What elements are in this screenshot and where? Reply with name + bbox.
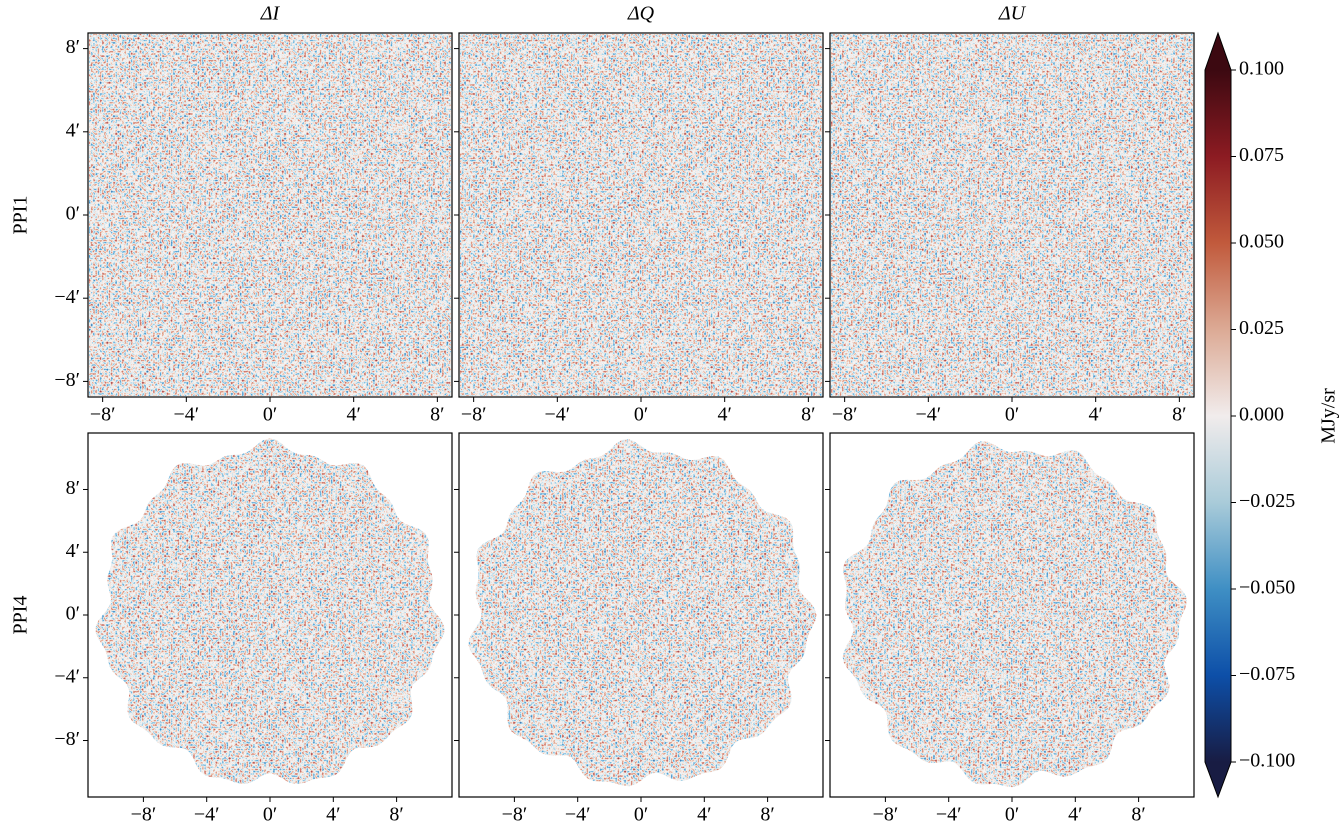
colorbar-tick-label: 0.075 [1239,144,1284,166]
colorbar-tick-label: −0.075 [1239,663,1295,685]
x-tick-label: 8′ [760,804,774,826]
x-tick-label: −4′ [915,404,941,426]
y-tick-label: −8′ [54,728,80,750]
y-tick-label: 4′ [66,540,80,562]
x-tick-label: 8′ [801,404,815,426]
x-tick-label: 0′ [634,804,648,826]
colorbar-tick-label: −0.025 [1239,490,1295,512]
column-title: ΔI [260,3,281,25]
colorbar-tick-label: 0.050 [1239,231,1284,253]
y-tick-label: −8′ [54,369,80,391]
x-tick-label: −4′ [173,404,199,426]
x-tick-label: −8′ [832,404,858,426]
x-tick-label: 0′ [634,404,648,426]
colorbar-tick-label: −0.050 [1239,577,1295,599]
y-tick-label: 8′ [66,36,80,58]
x-tick-label: 0′ [1005,804,1019,826]
x-tick-label: −4′ [194,804,220,826]
y-tick-label: −4′ [54,286,80,308]
row-label: PPI4 [10,596,32,635]
y-tick-label: −4′ [54,665,80,687]
y-tick-label: 0′ [66,603,80,625]
x-tick-label: 4′ [1068,804,1082,826]
map-image [459,433,823,797]
colorbar-tick-label: −0.100 [1239,750,1295,772]
x-tick-label: −4′ [544,404,570,426]
column-title: ΔQ [627,3,655,25]
x-tick-label: −4′ [936,804,962,826]
x-tick-label: 8′ [389,804,403,826]
x-tick-label: 4′ [346,404,360,426]
x-tick-label: −8′ [90,404,116,426]
x-tick-label: −8′ [131,804,157,826]
map-image [459,33,823,397]
y-tick-label: 4′ [66,119,80,141]
x-tick-label: −4′ [565,804,591,826]
map-image [830,433,1194,797]
y-tick-label: 0′ [66,203,80,225]
x-tick-label: 4′ [717,404,731,426]
x-tick-label: 4′ [697,804,711,826]
x-tick-label: 0′ [263,804,277,826]
map-image [88,433,452,797]
map-image [830,33,1194,397]
colorbar-tick-label: 0.025 [1239,317,1284,339]
x-tick-label: 4′ [1088,404,1102,426]
colorbar-extend-bottom [1205,762,1231,797]
column-title: ΔU [998,3,1027,25]
colorbar-extend-top [1205,33,1231,70]
x-tick-label: 8′ [1172,404,1186,426]
x-tick-label: −8′ [502,804,528,826]
colorbar-tick-label: 0.100 [1239,58,1284,80]
x-tick-label: 8′ [1131,804,1145,826]
x-tick-label: 8′ [430,404,444,426]
x-tick-label: −8′ [461,404,487,426]
x-tick-label: −8′ [873,804,899,826]
colorbar-label: MJy/sr [1318,388,1340,444]
figure: ΔI ΔQ ΔU PPI1 −8′ −4′ 0′ 4′ 8′ 8′ 4′ 0′ −4′ −8′ −8′ −4′… [0,0,1342,833]
y-tick-label: 8′ [66,477,80,499]
x-tick-label: 0′ [1005,404,1019,426]
colorbar-tick-label: 0.000 [1239,404,1284,426]
map-image [88,33,452,397]
x-tick-label: 4′ [326,804,340,826]
colorbar [1205,70,1231,762]
row-label: PPI1 [10,196,32,235]
x-tick-label: 0′ [263,404,277,426]
